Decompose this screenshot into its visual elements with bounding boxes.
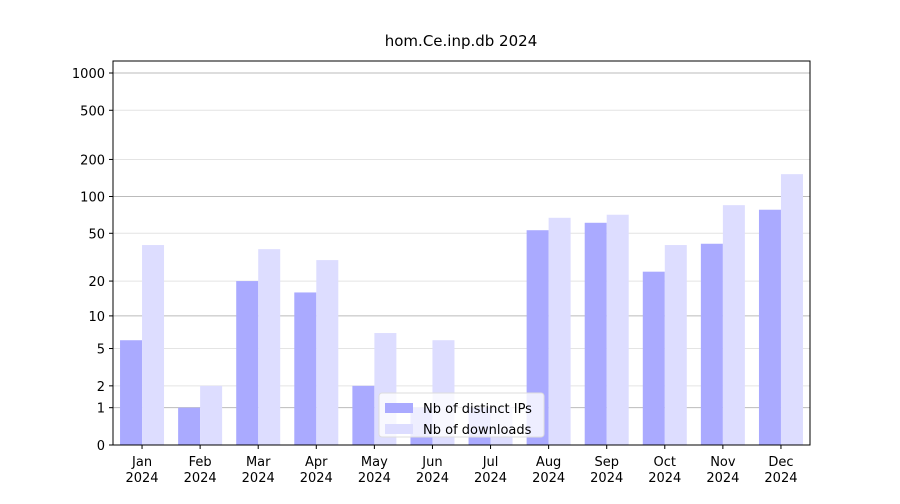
x-tick-label: Jul 2024: [474, 455, 507, 486]
bar: [700, 243, 723, 445]
x-tick-label: Jan 2024: [125, 455, 158, 486]
x-tick-label: Jun 2024: [416, 455, 449, 486]
bar: [584, 222, 607, 445]
bar: [780, 174, 803, 446]
legend-swatch: [385, 424, 413, 434]
y-tick-label: 50: [88, 227, 105, 242]
bar: [200, 385, 223, 445]
bar: [236, 281, 259, 445]
bar: [258, 249, 281, 445]
y-tick-label: 10: [88, 310, 105, 325]
legend-label: Nb of downloads: [423, 423, 532, 438]
bar: [526, 230, 549, 445]
bar: [548, 217, 571, 445]
legend-label: Nb of distinct IPs: [423, 402, 532, 417]
y-tick-label: 5: [97, 343, 105, 358]
x-tick-label: Sep 2024: [590, 455, 623, 486]
bar: [142, 245, 165, 445]
x-tick-label: Mar 2024: [242, 455, 275, 486]
bar: [316, 260, 339, 445]
x-tick-label: Apr 2024: [300, 455, 333, 486]
x-tick-label: May 2024: [358, 455, 391, 486]
bar: [758, 209, 781, 445]
bar: [294, 292, 317, 445]
plot-frame: [112, 60, 811, 446]
bar: [178, 407, 201, 445]
bar: [352, 385, 375, 445]
legend-swatch: [385, 403, 413, 413]
x-tick-label: Oct 2024: [648, 455, 681, 486]
y-tick-label: 100: [80, 191, 105, 206]
x-tick-label: Feb 2024: [184, 455, 217, 486]
bar: [606, 214, 629, 445]
bar: [120, 340, 143, 445]
y-tick-label: 200: [80, 153, 105, 168]
bar: [642, 271, 665, 445]
legend-box: [378, 392, 545, 438]
y-tick-label: 2: [97, 380, 105, 395]
bar: [664, 245, 687, 445]
bar: [722, 205, 745, 445]
x-tick-label: Nov 2024: [706, 455, 739, 486]
y-tick-label: 1000: [72, 67, 105, 82]
y-tick-label: 500: [80, 104, 105, 119]
x-tick-label: Dec 2024: [764, 455, 797, 486]
y-tick-label: 0: [97, 439, 105, 454]
y-tick-label: 1: [97, 402, 105, 417]
x-tick-label: Aug 2024: [532, 455, 565, 486]
y-tick-label: 20: [88, 275, 105, 290]
chart-title: hom.Ce.inp.db 2024: [385, 32, 537, 50]
